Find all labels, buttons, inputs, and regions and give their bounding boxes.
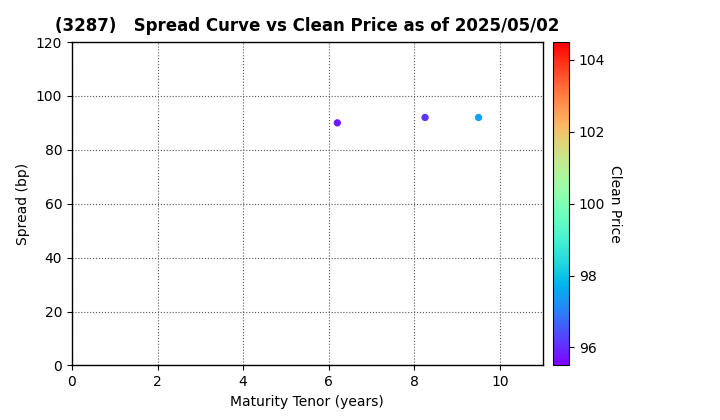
X-axis label: Maturity Tenor (years): Maturity Tenor (years): [230, 395, 384, 409]
Point: [473, 114, 485, 121]
Y-axis label: Spread (bp): Spread (bp): [17, 163, 30, 245]
Point: [332, 119, 343, 126]
Title: (3287)   Spread Curve vs Clean Price as of 2025/05/02: (3287) Spread Curve vs Clean Price as of…: [55, 17, 559, 35]
Y-axis label: Clean Price: Clean Price: [608, 165, 622, 243]
Point: [419, 114, 431, 121]
